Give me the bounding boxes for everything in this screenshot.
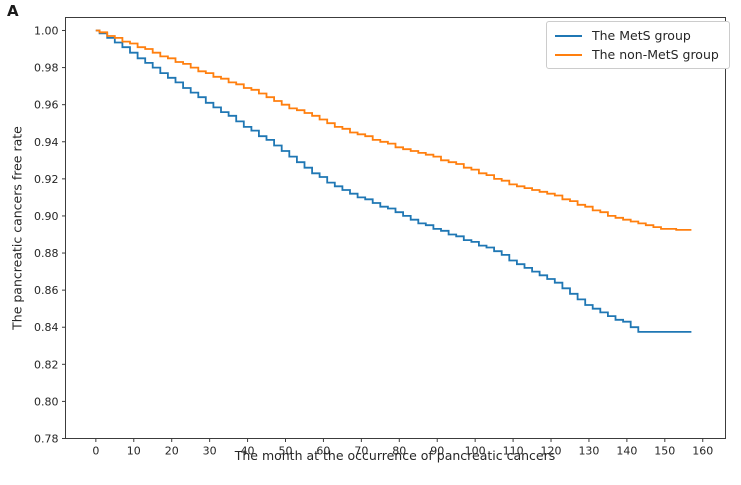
x-tick-label: 130 — [578, 445, 599, 458]
y-tick-label: 0.98 — [34, 62, 59, 75]
y-tick-label: 0.90 — [34, 210, 59, 223]
legend-line-swatch-mets — [555, 34, 582, 37]
x-tick-label: 70 — [354, 445, 368, 458]
y-tick-label: 0.82 — [34, 358, 59, 371]
y-axis-title: The pancreatic cancers free rate — [9, 126, 25, 330]
y-tick-label: 0.84 — [34, 321, 59, 334]
legend: The MetS group The non-MetS group — [546, 21, 730, 69]
x-tick-label: 80 — [392, 445, 406, 458]
x-tick-label: 20 — [165, 445, 179, 458]
x-tick-label: 100 — [465, 445, 486, 458]
y-tick-label: 0.80 — [34, 395, 59, 408]
x-axis-title: The month at the occurrence of pancreati… — [234, 448, 556, 463]
y-tick-label: 0.88 — [34, 247, 59, 260]
legend-label-mets: The MetS group — [592, 28, 691, 43]
x-tick-label: 160 — [692, 445, 713, 458]
x-tick-label: 120 — [541, 445, 562, 458]
plot-border — [65, 17, 726, 439]
y-tick-label: 1.00 — [34, 24, 59, 37]
y-tick-label: 0.86 — [34, 284, 59, 297]
x-tick-label: 90 — [430, 445, 444, 458]
x-tick-label: 50 — [279, 445, 293, 458]
x-tick-label: 40 — [241, 445, 255, 458]
x-tick-label: 30 — [203, 445, 217, 458]
legend-label-non-mets: The non-MetS group — [592, 47, 719, 62]
y-tick-label: 0.96 — [34, 99, 59, 112]
y-tick-label: 0.78 — [34, 433, 59, 446]
legend-line-swatch-non-mets — [555, 53, 582, 56]
x-tick-label: 60 — [316, 445, 330, 458]
y-tick-label: 0.92 — [34, 173, 59, 186]
x-tick-label: 140 — [616, 445, 637, 458]
series-line-non-mets — [95, 29, 692, 231]
panel-label: A — [7, 2, 19, 20]
x-tick-label: 110 — [503, 445, 524, 458]
x-tick-label: 0 — [92, 445, 99, 458]
legend-item-mets: The MetS group — [555, 28, 719, 43]
series-line-mets — [95, 29, 692, 333]
x-tick-label: 150 — [654, 445, 675, 458]
y-tick-label: 0.94 — [34, 136, 59, 149]
legend-item-non-mets: The non-MetS group — [555, 47, 719, 62]
x-tick-label: 10 — [127, 445, 141, 458]
